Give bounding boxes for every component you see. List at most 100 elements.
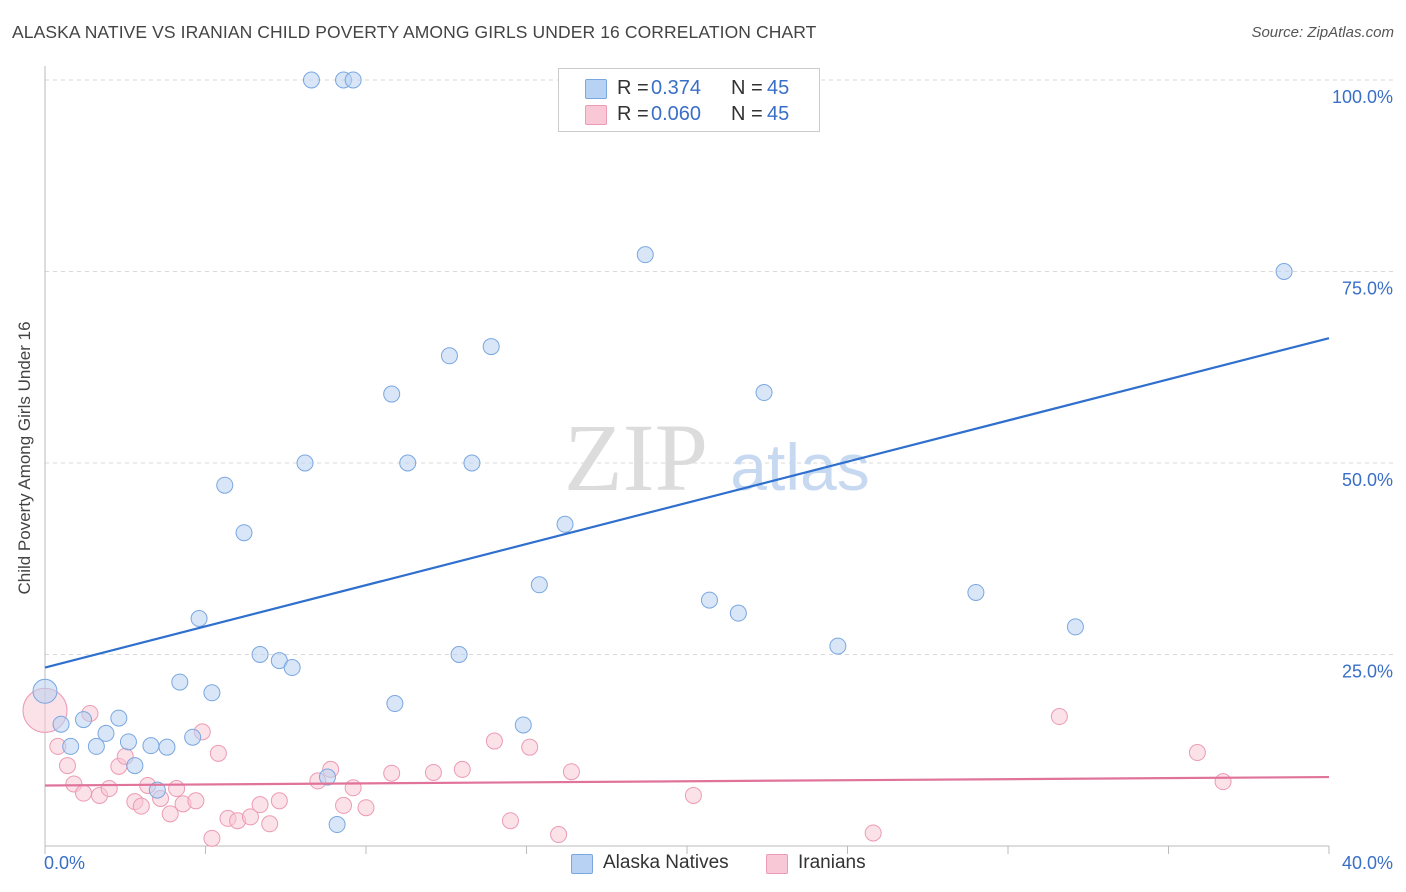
alaska-native-point [755,384,773,402]
iranian-point [485,732,503,750]
legend-r-value: 0.374 [651,77,702,99]
alaska-native-point [636,246,654,264]
alaska-native-point [328,816,346,834]
alaska-native-point [344,71,362,89]
alaska-native-point [148,781,166,799]
alaska-native-point [1066,618,1084,636]
legend-n-label: N = [731,77,763,99]
alaska-native-point [530,576,548,594]
iranian-point [335,796,353,814]
alaska-native-point [97,724,115,742]
bottom-legend-swatch-blue [571,854,593,874]
iranian-point [161,805,179,823]
iranian-point [261,815,279,833]
legend-swatch-pink [585,105,607,125]
chart-title: ALASKA NATIVE VS IRANIAN CHILD POVERTY A… [12,22,817,42]
y-tick-label: 100.0% [1332,87,1393,107]
alaska-native-point [32,678,58,704]
legend-n-label: N = [731,103,763,125]
alaska-native-point [482,338,500,356]
grid-layer [45,79,1394,655]
alaska-native-point [126,757,144,775]
iranian-point [550,826,568,844]
iranians-trend-line [44,775,1330,787]
iranian-point [562,763,580,781]
alaska-native-point [171,673,189,691]
legend-r-label: R = [617,77,649,99]
iranian-point [58,757,76,775]
alaska-native-point [318,768,336,786]
x-tick-label-min: 0.0% [44,853,85,873]
iranian-point [1214,773,1232,791]
iranian-point [357,799,375,817]
alaska-native-point [190,609,208,627]
alaska-native-point [216,476,234,494]
bottom-legend-swatch-pink [766,854,788,874]
alaska-native-point [251,646,269,663]
alaska-native-point [514,716,532,734]
iranian-point [1050,708,1068,726]
bottom-legend-label: Alaska Natives [603,852,729,873]
alaska-native-point [386,695,404,713]
alaska-native-point [75,711,93,729]
stats-legend: R = 0.374 N = 45 R = 0.060 N = 45 [558,68,820,132]
legend-r-value: 0.060 [651,103,702,125]
iranian-point [75,784,93,802]
alaska-native-point [829,637,847,655]
alaska-native-point [296,454,314,472]
y-tick-label: 25.0% [1342,662,1393,682]
tick-labels: 25.0% 50.0% 75.0% 100.0% 0.0% 40.0% [44,87,1393,873]
iranian-point [684,786,702,804]
iranian-point [424,763,442,781]
alaska-native-point [142,737,160,755]
watermark-atlas: atlas [730,430,869,504]
iranian-point [521,738,539,756]
iranian-point [251,796,269,814]
legend-n-value: 45 [767,77,790,99]
legend-r-label: R = [617,103,649,125]
y-axis-label: Child Poverty Among Girls Under 16 [15,321,34,594]
alaska-natives-trend-line [44,337,1330,669]
alaska-native-point [110,709,128,727]
iranians-points [22,687,1232,847]
iranian-point [209,744,227,762]
iranian-point [241,808,259,826]
x-tick-label-max: 40.0% [1342,853,1393,873]
legend-n-value: 45 [767,103,790,125]
iranian-point [864,824,882,842]
iranian-point [1188,744,1206,762]
y-tick-label: 50.0% [1342,470,1393,490]
alaska-native-point [283,659,301,677]
iranian-point [344,779,362,797]
alaska-native-point [52,715,70,733]
alaska-native-point [729,604,747,622]
alaska-native-point [399,454,417,472]
trend-layer [44,337,1330,787]
alaska-native-point [1275,263,1293,280]
iranian-point [132,797,150,815]
iranian-point [168,780,186,798]
alaska-native-point [700,591,718,609]
alaska-native-point [235,524,253,542]
iranian-point [203,829,221,847]
iranian-point [453,760,471,778]
legend-swatch-blue [585,79,607,99]
alaska-native-point [967,583,985,601]
alaska-native-point [158,738,176,756]
iranian-point [187,792,205,810]
bottom-legend-label: Iranians [798,852,866,873]
alaska-native-point [302,71,320,89]
watermark-zip: ZIP [564,404,708,511]
alaska-native-point [184,728,202,746]
alaska-natives-points [32,71,1293,834]
alaska-native-point [440,347,458,365]
watermark: ZIP atlas [564,404,870,511]
iranian-point [501,812,519,830]
alaska-native-point [203,684,221,702]
iranian-point [270,792,288,810]
alaska-native-point [450,646,468,663]
alaska-native-point [87,737,105,755]
alaska-native-point [62,737,80,755]
alaska-native-point [383,385,401,403]
